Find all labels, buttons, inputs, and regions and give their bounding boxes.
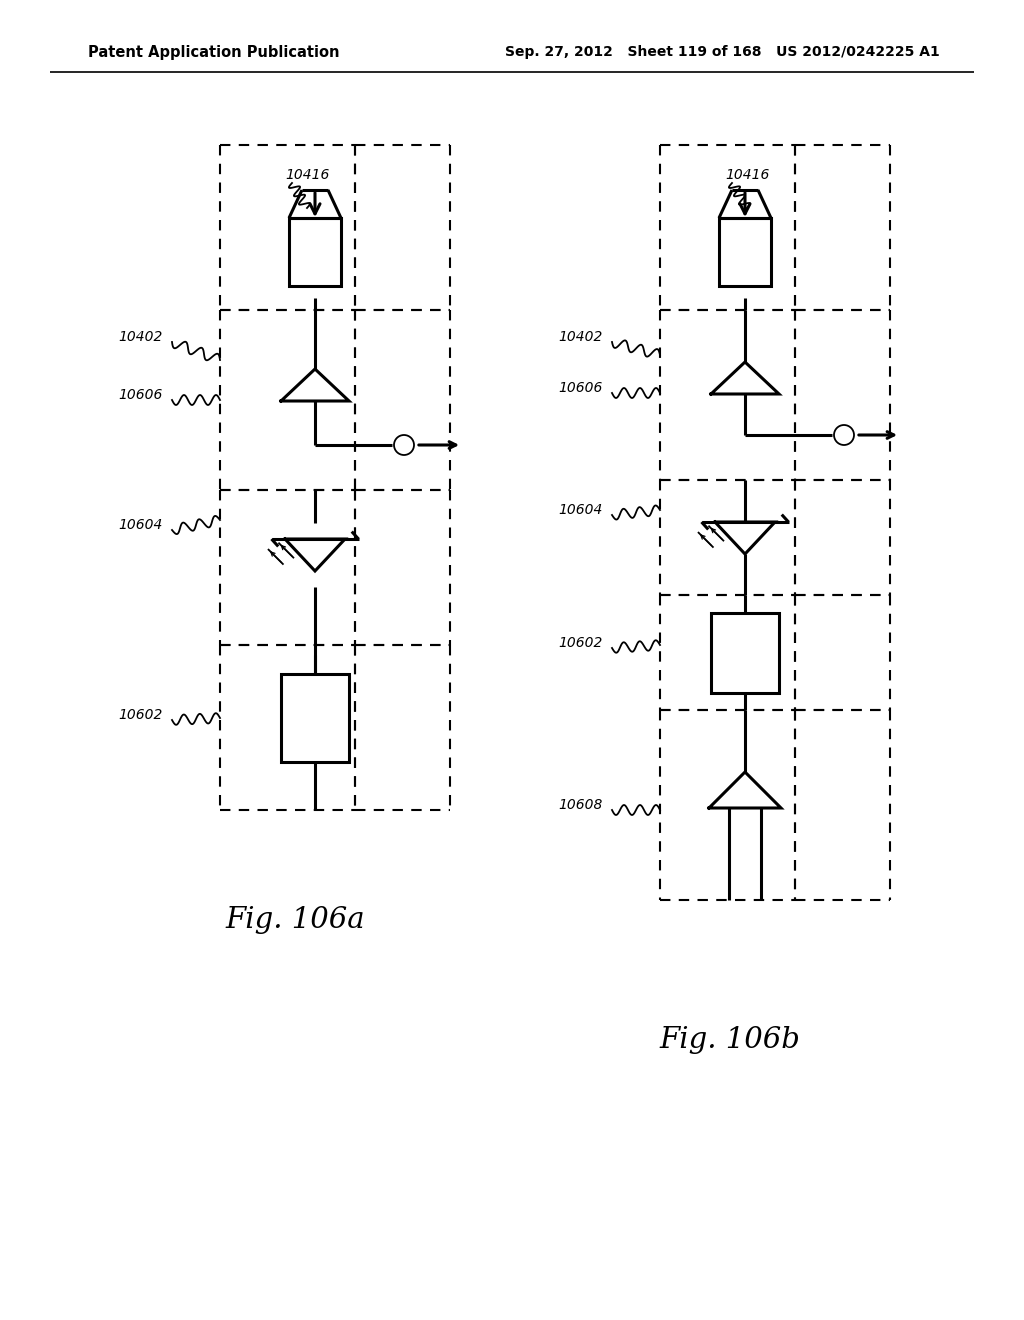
Text: 10416: 10416 [725, 168, 769, 182]
Text: 10604: 10604 [118, 517, 163, 532]
Text: Fig. 106a: Fig. 106a [225, 906, 365, 935]
Text: Sep. 27, 2012   Sheet 119 of 168   US 2012/0242225 A1: Sep. 27, 2012 Sheet 119 of 168 US 2012/0… [505, 45, 940, 59]
Bar [281, 675, 349, 762]
Text: Patent Application Publication: Patent Application Publication [88, 45, 340, 59]
Text: 10602: 10602 [118, 708, 163, 722]
Text: Fig. 106b: Fig. 106b [659, 1026, 801, 1053]
Text: 10402: 10402 [118, 330, 163, 345]
Text: 10416: 10416 [285, 168, 330, 182]
Text: 10606: 10606 [558, 381, 602, 395]
Text: 10402: 10402 [558, 330, 602, 345]
Bar [711, 612, 779, 693]
Bar [719, 218, 771, 286]
Bar [289, 218, 341, 286]
Text: 10602: 10602 [558, 636, 602, 649]
Text: 10604: 10604 [558, 503, 602, 517]
Text: 10606: 10606 [118, 388, 163, 403]
Text: 10608: 10608 [558, 799, 602, 812]
